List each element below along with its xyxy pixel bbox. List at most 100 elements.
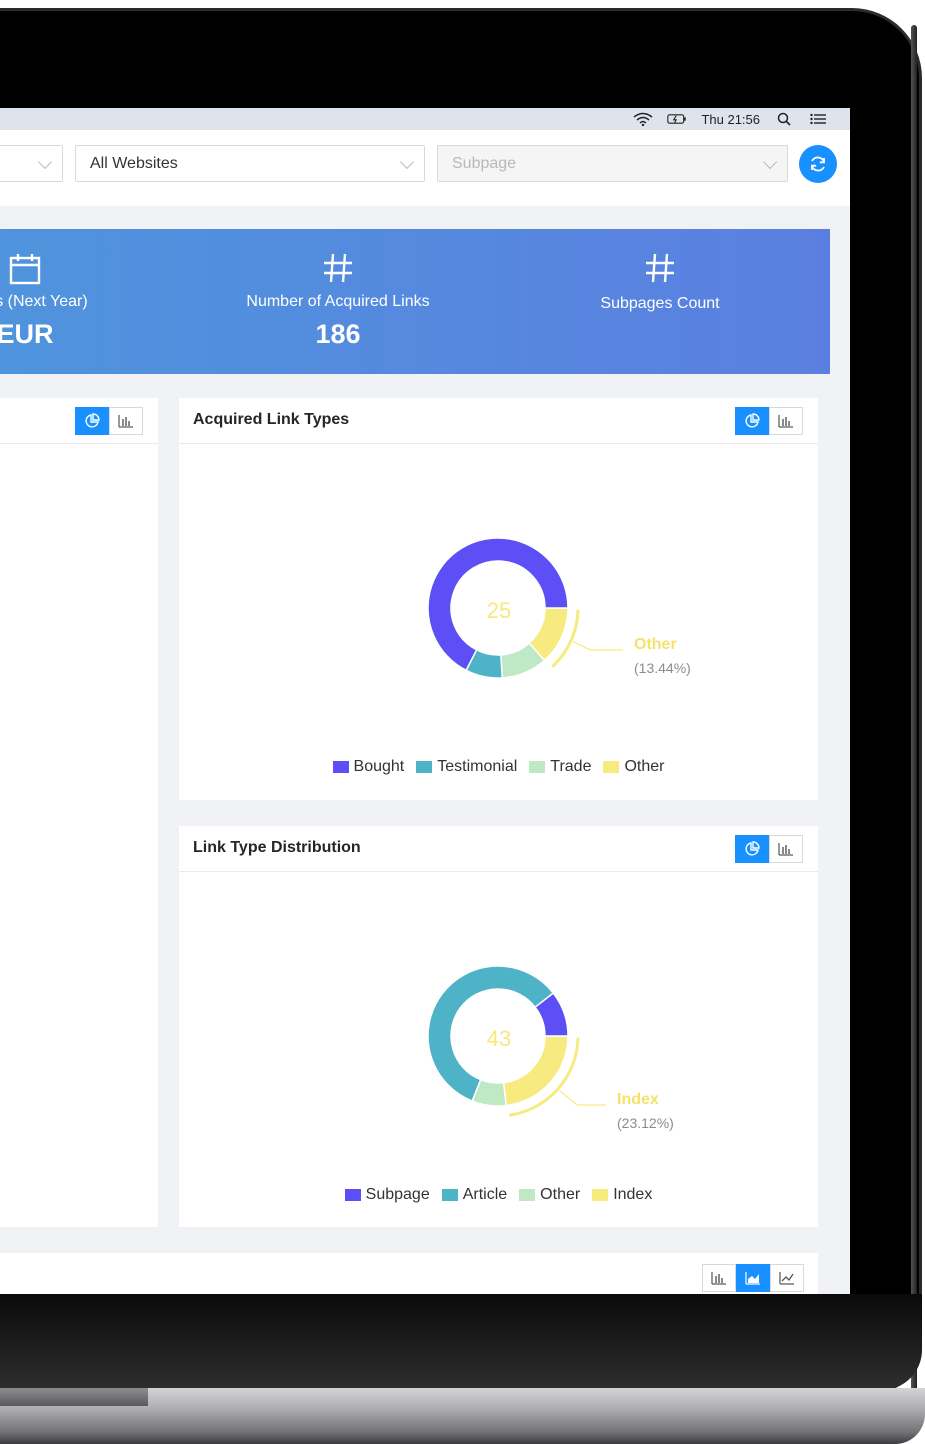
bar-view-button[interactable] <box>702 1264 736 1292</box>
spotlight-search-icon[interactable] <box>774 111 794 127</box>
pie-chart-icon <box>745 841 760 856</box>
chevron-down-icon <box>762 154 778 170</box>
card-title: Link Type Distribution <box>193 839 361 856</box>
legend-item-other[interactable]: Other <box>603 758 664 776</box>
legend-label: Bought <box>353 758 405 775</box>
bar-chart-icon <box>118 415 133 428</box>
refresh-icon <box>811 156 825 172</box>
legend-swatch <box>416 761 433 773</box>
stat-label: Number of Acquired Links <box>246 293 430 310</box>
stat-label: Costs (Next Year) <box>0 293 88 310</box>
legend-item-article[interactable]: Article <box>441 1186 508 1204</box>
donut-slice-subpage[interactable] <box>534 992 569 1037</box>
pie-chart-icon <box>745 413 760 428</box>
card-header: Acquired Link Types <box>179 398 818 444</box>
donut-slice-bought[interactable] <box>427 537 569 672</box>
legend-swatch <box>344 1189 361 1201</box>
calendar-icon <box>7 251 43 291</box>
legend-label: Trade <box>550 758 592 775</box>
donut-center-value: 43 <box>486 1026 512 1051</box>
legend-item-trade[interactable]: Trade <box>529 758 591 776</box>
callout-percent: (23.12%) <box>617 1115 674 1131</box>
bottom-chart-card <box>0 1253 818 1294</box>
laptop-bezel <box>0 1294 922 1390</box>
subpage-select-placeholder: Subpage <box>452 154 517 172</box>
website-select[interactable]: All Websites <box>75 145 425 182</box>
bar-chart-icon <box>711 1272 726 1285</box>
highlight-ring <box>551 609 580 668</box>
callout-leader-line <box>572 641 623 651</box>
legend-item-subpage[interactable]: Subpage <box>344 1186 430 1204</box>
stats-banner: Costs (Next Year) EUR Number of Acquired… <box>0 229 830 374</box>
pie-view-button[interactable] <box>735 407 769 435</box>
chart-type-toggle <box>735 407 803 435</box>
pie-view-button[interactable] <box>735 835 769 863</box>
clock[interactable]: Thu 21:56 <box>701 111 760 127</box>
menu-bar: Thu 21:56 <box>0 108 850 130</box>
area-view-button[interactable] <box>736 1264 770 1292</box>
legend-label: Index <box>613 1186 653 1203</box>
legend-swatch <box>592 1189 609 1201</box>
stat-costs: Costs (Next Year) EUR <box>0 229 130 374</box>
chart-legend: Subpage Article Other Index <box>179 1186 818 1204</box>
bar-chart-icon <box>778 843 793 856</box>
legend-item-index[interactable]: Index <box>592 1186 652 1204</box>
line-view-button[interactable] <box>770 1264 804 1292</box>
callout-percent: (13.44%) <box>634 660 691 676</box>
legend-label: Other <box>624 758 665 775</box>
link-types-donut-chart <box>427 537 623 679</box>
legend-swatch <box>519 1189 536 1201</box>
left-chart-card <box>0 398 158 1227</box>
bar-view-button[interactable] <box>109 407 143 435</box>
card-title: Acquired Link Types <box>193 411 350 428</box>
legend-item-bought[interactable]: Bought <box>332 758 405 776</box>
wifi-icon[interactable] <box>633 111 653 127</box>
legend-swatch <box>603 761 620 773</box>
highlight-ring <box>508 1037 580 1117</box>
laptop-edge <box>911 25 917 1395</box>
chevron-down-icon <box>37 154 53 170</box>
acquired-link-types-card: Acquired Link Types 25 Other (13.44%) Bo… <box>179 398 818 800</box>
filter-bar: All Websites Subpage <box>0 130 850 206</box>
stat-subpages-count: Subpages Count <box>550 229 770 374</box>
donut-slice-article[interactable] <box>427 965 555 1103</box>
bar-chart-icon <box>778 415 793 428</box>
refresh-button[interactable] <box>799 145 837 183</box>
stat-label: Subpages Count <box>600 295 720 312</box>
donut-center-value: 25 <box>486 598 512 623</box>
legend-label: Subpage <box>365 1186 430 1203</box>
pie-view-button[interactable] <box>75 407 109 435</box>
laptop-base <box>0 1388 925 1444</box>
app-screen: Thu 21:56 All Websites Subpage Costs (Ne… <box>0 108 850 1294</box>
callout-label: Other <box>634 636 677 653</box>
hash-icon <box>643 251 677 291</box>
legend-swatch <box>441 1189 458 1201</box>
chart-type-toggle <box>735 835 803 863</box>
subpage-select[interactable]: Subpage <box>437 145 788 182</box>
card-header <box>0 398 158 444</box>
legend-item-testimonial[interactable]: Testimonial <box>416 758 517 776</box>
chart-type-toggle <box>75 407 143 435</box>
legend-swatch <box>529 761 546 773</box>
bar-view-button[interactable] <box>769 835 803 863</box>
control-center-list-icon[interactable] <box>808 111 828 127</box>
battery-icon[interactable] <box>667 111 687 127</box>
stat-acquired-links: Number of Acquired Links 186 <box>228 229 448 374</box>
legend-label: Article <box>462 1186 508 1203</box>
stat-value: EUR <box>0 319 54 349</box>
bar-view-button[interactable] <box>769 407 803 435</box>
chevron-down-icon <box>399 154 415 170</box>
line-chart-icon <box>779 1272 794 1285</box>
legend-label: Other <box>540 1186 581 1203</box>
legend-label: Testimonial <box>437 758 518 775</box>
legend-item-other[interactable]: Other <box>519 1186 580 1204</box>
area-chart-icon <box>745 1272 760 1285</box>
legend-swatch <box>332 761 349 773</box>
hash-icon <box>321 251 355 291</box>
chart-type-toggle <box>702 1264 804 1292</box>
chart-legend: Bought Testimonial Trade Other <box>179 758 818 776</box>
card-header: Link Type Distribution <box>179 826 818 872</box>
distribution-donut-chart <box>427 965 606 1117</box>
date-range-select[interactable] <box>0 145 63 182</box>
laptop-hinge <box>0 1388 148 1406</box>
